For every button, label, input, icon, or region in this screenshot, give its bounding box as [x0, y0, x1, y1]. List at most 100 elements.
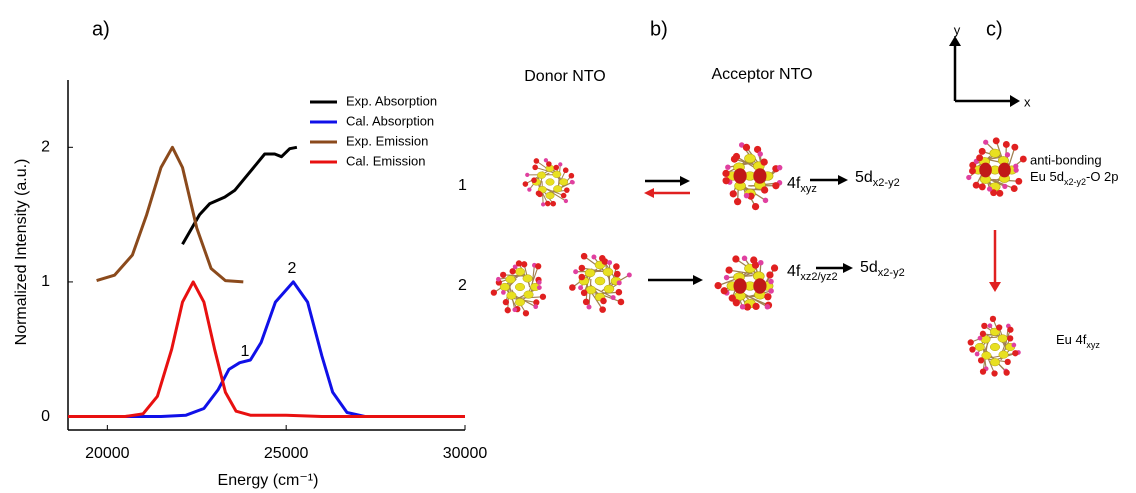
subscript: xyz — [1086, 340, 1100, 350]
atom — [771, 264, 778, 271]
atom — [752, 203, 759, 210]
atom — [729, 295, 736, 302]
atom — [763, 198, 769, 204]
subscript: x2-y2 — [873, 177, 900, 189]
lobe — [546, 192, 555, 199]
atom — [1011, 343, 1016, 348]
atom — [583, 299, 590, 306]
atom — [527, 187, 531, 191]
data-line — [183, 147, 297, 244]
atom — [616, 289, 623, 296]
atom — [978, 357, 984, 363]
atom — [1002, 184, 1007, 189]
atom — [990, 316, 996, 322]
legend-label: Exp. Absorption — [346, 93, 437, 108]
lobe — [975, 343, 985, 351]
atom — [975, 352, 980, 357]
atom — [988, 323, 993, 328]
atom — [617, 280, 622, 285]
molecule — [968, 316, 1021, 377]
text-part: -O 2p — [1086, 169, 1119, 184]
atom — [591, 254, 596, 259]
atom — [1005, 152, 1010, 157]
lobe — [537, 172, 546, 179]
atom — [714, 282, 721, 289]
atom — [496, 277, 501, 282]
lobe — [523, 275, 533, 283]
lobe — [998, 163, 1011, 178]
figure: a) Energy (cm⁻¹) Normalized Intensity (a… — [0, 0, 1136, 493]
lobe — [734, 278, 747, 293]
atom — [534, 158, 540, 164]
atom — [573, 269, 578, 274]
lobe — [515, 298, 525, 306]
atom — [525, 173, 529, 177]
y-tick-label: 1 — [41, 273, 50, 290]
column-header: Acceptor NTO — [711, 66, 812, 83]
atom — [724, 275, 730, 281]
legend-label: Exp. Emission — [346, 133, 428, 148]
atom — [579, 265, 586, 272]
lobe — [998, 335, 1008, 343]
atom — [523, 181, 529, 187]
atom — [587, 304, 592, 309]
atom — [725, 164, 731, 170]
atom — [987, 186, 992, 191]
orbital-label: anti-bonding — [1030, 152, 1102, 167]
legend-label: Cal. Emission — [346, 153, 425, 168]
atom — [993, 137, 1000, 144]
lobe — [990, 358, 1000, 366]
panel-label: c) — [986, 18, 1003, 40]
atom — [1013, 164, 1018, 169]
molecule — [569, 253, 632, 313]
x-tick-label: 25000 — [264, 445, 309, 462]
atom — [752, 303, 759, 310]
panel-label: a) — [92, 18, 110, 40]
atom — [1003, 141, 1010, 148]
atom — [535, 263, 541, 269]
y-axis-label: Normalized Intensity (a.u.) — [13, 159, 30, 346]
atom — [558, 162, 562, 166]
atom — [537, 280, 542, 285]
axis-name: x — [1024, 94, 1031, 109]
atom — [570, 180, 574, 184]
x-axis-label: Energy (cm⁻¹) — [218, 472, 319, 489]
row-label: 1 — [458, 177, 467, 194]
atom — [611, 295, 616, 300]
atom — [564, 187, 570, 193]
text-part: 5d — [855, 169, 873, 186]
y-tick-label: 0 — [41, 408, 50, 425]
atom — [730, 190, 737, 197]
atom — [979, 148, 986, 155]
lobe — [603, 268, 613, 276]
atom — [734, 198, 741, 205]
atom — [541, 202, 545, 206]
atom — [516, 260, 522, 266]
lobe — [553, 185, 562, 192]
atom — [980, 331, 986, 337]
lobe — [524, 291, 534, 299]
atom — [1007, 335, 1013, 341]
annotation: 1 — [241, 343, 250, 360]
lobe — [753, 168, 766, 183]
atom — [976, 154, 983, 161]
atom — [540, 294, 546, 300]
atom — [973, 182, 980, 189]
text-part: 4f — [787, 263, 801, 280]
atom — [578, 274, 585, 281]
atom — [531, 177, 537, 183]
atom — [491, 289, 497, 295]
atom — [996, 324, 1002, 330]
atom — [733, 153, 740, 160]
lobe — [515, 283, 525, 291]
atom — [744, 193, 750, 199]
subscript: x2-y2 — [1064, 177, 1086, 187]
atom — [613, 263, 620, 270]
atom — [743, 144, 750, 151]
orbital-label: Eu 4fxyz — [1056, 332, 1100, 350]
atom — [537, 285, 542, 290]
atom — [503, 299, 509, 305]
orbital-label: 4fxz2/yz2 — [787, 263, 838, 283]
atom — [581, 289, 588, 296]
lobe — [586, 286, 596, 294]
